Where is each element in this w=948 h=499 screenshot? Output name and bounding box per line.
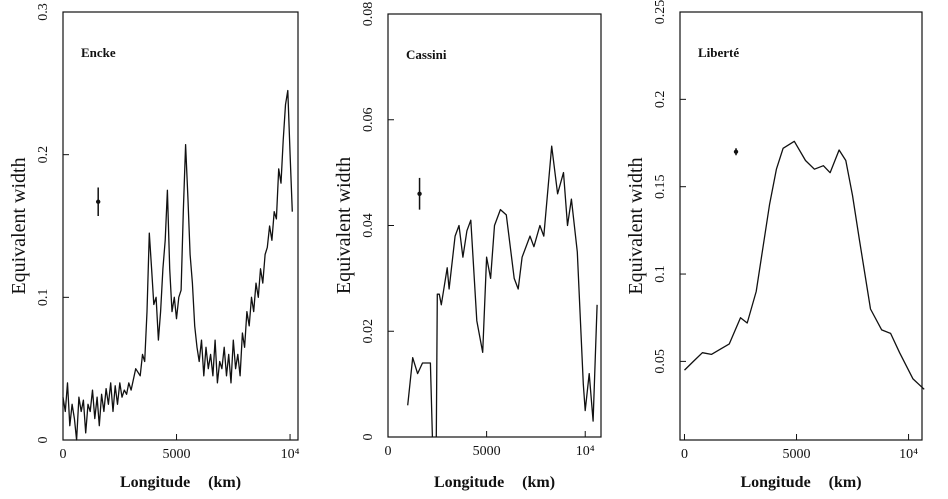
x-tick-label: 10⁴	[281, 447, 300, 462]
y-tick-label: 0.15	[653, 174, 668, 199]
y-tick-label: 0.08	[361, 2, 376, 27]
y-tick-label: 0.3	[36, 3, 51, 21]
x-axis-label: Longitude (km)	[120, 474, 241, 491]
y-tick-label: 0.2	[653, 91, 668, 109]
y-axis-label: Equivalent width	[8, 157, 30, 294]
axes-frame	[679, 11, 923, 441]
axes-frame	[62, 11, 299, 441]
x-tick-label: 5000	[783, 447, 811, 462]
x-tick-label: 0	[681, 447, 688, 462]
y-tick-label: 0	[361, 434, 376, 441]
y-tick-label: 0.2	[36, 146, 51, 164]
x-tick-label: 10⁴	[899, 447, 918, 462]
y-tick-label: 0.25	[653, 0, 668, 24]
data-line	[407, 145, 598, 438]
panel-title: Liberté	[698, 45, 739, 60]
y-tick-label: 0.05	[653, 349, 668, 374]
panel-title: Cassini	[406, 47, 447, 62]
x-tick-label: 5000	[473, 444, 501, 459]
error-point	[733, 149, 739, 154]
data-line	[684, 140, 925, 390]
panel-title: Encke	[81, 45, 116, 60]
x-tick-label: 5000	[163, 447, 191, 462]
y-axis-label: Equivalent width	[625, 157, 647, 294]
y-tick-label: 0.02	[361, 319, 376, 344]
error-point	[417, 191, 422, 196]
x-tick-label: 10⁴	[576, 444, 595, 459]
y-tick-label: 0.1	[653, 265, 668, 283]
y-tick-label: 0.06	[361, 108, 376, 133]
y-axis-label: Equivalent width	[333, 157, 355, 294]
x-axis-label: Longitude (km)	[740, 474, 861, 491]
x-tick-label: 0	[60, 447, 67, 462]
y-tick-label: 0.1	[36, 289, 51, 307]
error-point	[95, 199, 101, 204]
x-tick-label: 0	[385, 444, 392, 459]
data-line	[62, 89, 293, 441]
x-axis-label: Longitude (km)	[434, 474, 555, 491]
y-tick-label: 0.04	[361, 213, 376, 238]
y-tick-label: 0	[36, 437, 51, 444]
